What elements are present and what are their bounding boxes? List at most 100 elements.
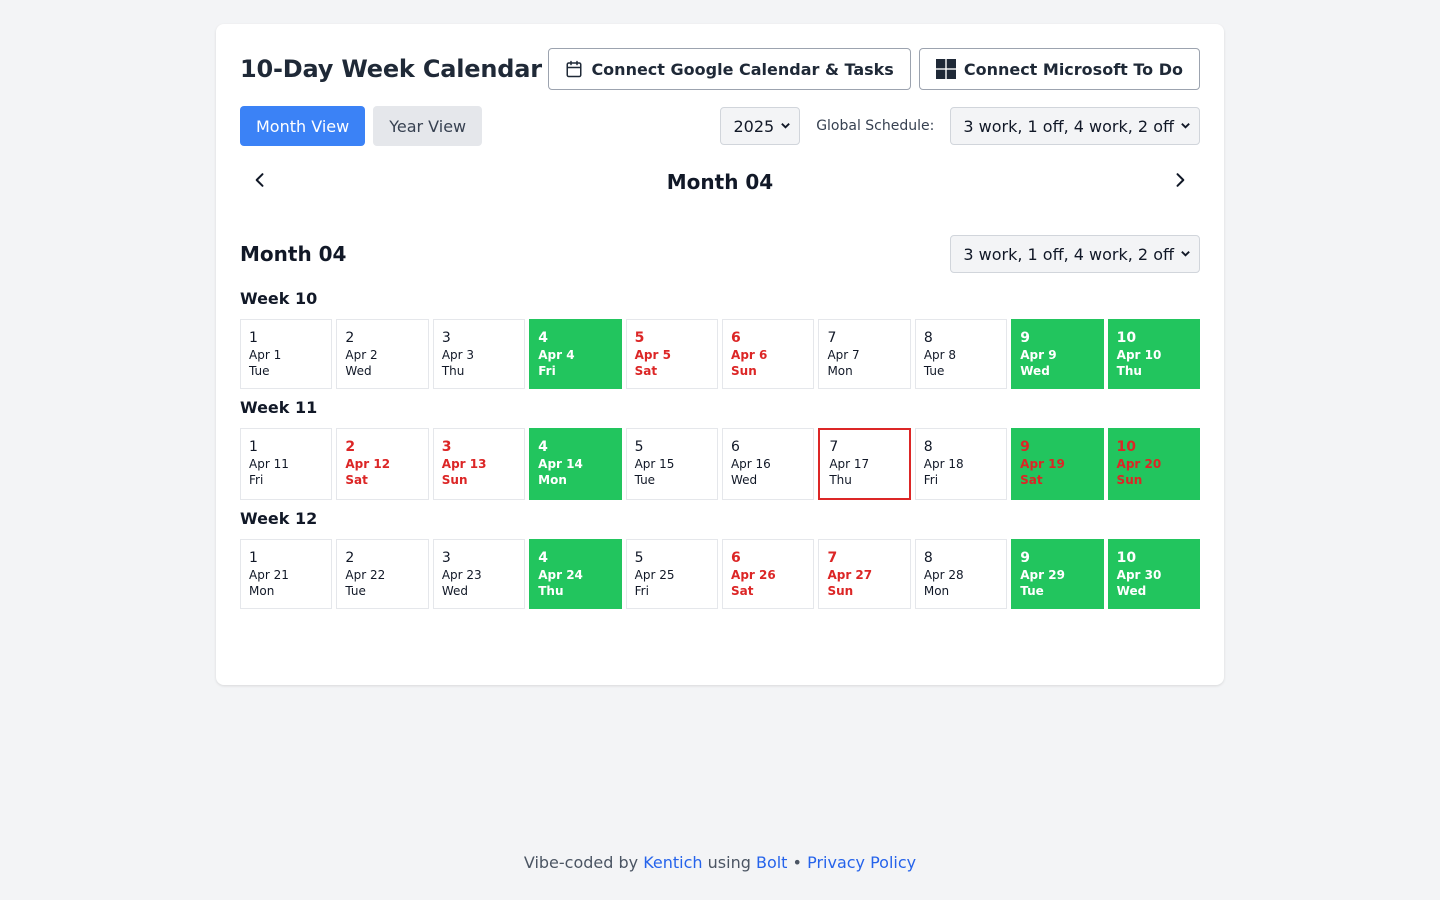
day-date: Apr 22 [345, 568, 386, 582]
connect-microsoft-button[interactable]: Connect Microsoft To Do [918, 48, 1200, 90]
day-cell[interactable]: 10 Apr 30 Wed [1107, 539, 1201, 609]
week-title: Week 10 [240, 289, 318, 308]
day-date: Apr 1 [249, 348, 282, 362]
day-number: 5 [634, 439, 644, 455]
prev-month-button[interactable] [240, 164, 280, 200]
day-cell[interactable]: 1 Apr 11 Fri [240, 428, 333, 500]
day-weekday: Thu [829, 473, 852, 487]
day-cell-today[interactable]: 7 Apr 17 Thu [818, 428, 911, 500]
day-number: 1 [249, 439, 258, 455]
day-weekday: Tue [923, 364, 945, 378]
day-cell[interactable]: 2 Apr 12 Sat [336, 428, 429, 500]
day-number: 6 [731, 330, 741, 346]
day-date: Apr 20 [1116, 457, 1162, 471]
day-number: 10 [1116, 330, 1137, 346]
day-number: 9 [1020, 439, 1030, 455]
week-title: Week 12 [240, 509, 318, 528]
day-cell[interactable]: 5 Apr 5 Sat [625, 319, 719, 389]
footer-separator: • [792, 853, 802, 872]
day-date: Apr 9 [1020, 348, 1057, 362]
day-number: 9 [1020, 330, 1030, 346]
day-date: Apr 26 [731, 568, 776, 582]
global-schedule-value: 3 work, 1 off, 4 work, 2 off [963, 116, 1174, 136]
day-cell[interactable]: 9 Apr 9 Wed [1011, 319, 1104, 389]
tab-year-view[interactable]: Year View [373, 106, 483, 146]
day-number: 2 [345, 439, 356, 455]
day-weekday: Sat [731, 584, 754, 598]
next-month-button[interactable] [1160, 164, 1200, 200]
day-cell[interactable]: 8 Apr 18 Fri [914, 428, 1008, 500]
day-cell[interactable]: 1 Apr 21 Mon [240, 539, 333, 609]
author-link[interactable]: Kentich [643, 853, 703, 872]
day-cell[interactable]: 5 Apr 25 Fri [625, 539, 719, 609]
day-cell[interactable]: 4 Apr 14 Mon [529, 428, 622, 500]
day-number: 7 [829, 439, 839, 455]
day-weekday: Sun [827, 584, 854, 598]
connect-google-button[interactable]: Connect Google Calendar & Tasks [548, 48, 911, 90]
day-cell[interactable]: 4 Apr 4 Fri [529, 319, 622, 389]
footer-using: using [707, 853, 751, 872]
week-section: Week 11 1 Apr 11 Fri 2 Apr 12 Sat 3 Apr 13 Sun 4 Ap… [240, 399, 1200, 500]
day-number: 3 [441, 330, 451, 346]
week-days-row: 1 Apr 1 Tue 2 Apr 2 Wed 3 Apr 3 Thu 4 Apr 4 Fri 5 Apr… [240, 319, 1201, 389]
global-schedule-select[interactable]: 3 work, 1 off, 4 work, 2 off [950, 107, 1200, 145]
footer: Vibe-coded by Kentich using Bolt • Priva… [0, 853, 1440, 872]
day-date: Apr 14 [538, 457, 583, 471]
day-weekday: Mon [827, 364, 853, 378]
month-schedule-value: 3 work, 1 off, 4 work, 2 off [963, 244, 1174, 264]
chevron-down-icon [1180, 248, 1191, 261]
bolt-link[interactable]: Bolt [755, 853, 788, 872]
view-tabs: Month View Year View [240, 106, 483, 146]
day-date: Apr 8 [923, 348, 957, 362]
day-cell[interactable]: 6 Apr 6 Sun [722, 319, 815, 389]
day-date: Apr 3 [441, 348, 475, 362]
footer-prefix: Vibe-coded by [523, 853, 639, 872]
day-date: Apr 12 [345, 457, 391, 471]
day-date: Apr 29 [1020, 568, 1065, 582]
connect-buttons: Connect Google Calendar & Tasks Connect … [548, 48, 1200, 90]
day-number: 9 [1020, 550, 1030, 566]
year-select[interactable]: 2025 [720, 107, 801, 145]
day-cell[interactable]: 9 Apr 29 Tue [1011, 539, 1104, 609]
day-date: Apr 13 [441, 457, 487, 471]
controls: Month View Year View 2025 Global Schedul… [240, 106, 1200, 146]
day-cell[interactable]: 2 Apr 22 Tue [336, 539, 429, 609]
day-cell[interactable]: 10 Apr 10 Thu [1107, 319, 1201, 389]
day-weekday: Wed [730, 473, 758, 487]
day-date: Apr 18 [923, 457, 964, 471]
month-schedule-select[interactable]: 3 work, 1 off, 4 work, 2 off [950, 235, 1200, 273]
global-schedule-label: Global Schedule: [816, 118, 935, 134]
day-cell[interactable]: 3 Apr 3 Thu [432, 319, 526, 389]
day-cell[interactable]: 7 Apr 7 Mon [818, 319, 911, 389]
day-weekday: Sat [345, 473, 368, 487]
day-cell[interactable]: 6 Apr 16 Wed [721, 428, 815, 500]
day-number: 6 [730, 439, 740, 455]
day-cell[interactable]: 8 Apr 28 Mon [914, 539, 1008, 609]
day-weekday: Sat [1020, 473, 1043, 487]
day-cell[interactable]: 5 Apr 15 Tue [625, 428, 718, 500]
day-cell[interactable]: 4 Apr 24 Thu [529, 539, 622, 609]
day-cell[interactable]: 2 Apr 2 Wed [336, 319, 429, 389]
day-weekday: Sun [731, 364, 757, 378]
day-cell[interactable]: 9 Apr 19 Sat [1011, 428, 1104, 500]
day-cell[interactable]: 3 Apr 23 Wed [432, 539, 526, 609]
day-number: 8 [923, 439, 933, 455]
day-cell[interactable]: 1 Apr 1 Tue [240, 319, 333, 389]
day-weekday: Fri [923, 473, 939, 487]
privacy-policy-link[interactable]: Privacy Policy [807, 853, 917, 872]
day-weekday: Fri [538, 364, 556, 378]
day-date: Apr 24 [538, 568, 583, 582]
day-cell[interactable]: 7 Apr 27 Sun [818, 539, 911, 609]
tab-month-view[interactable]: Month View [240, 106, 366, 146]
day-weekday: Sat [634, 364, 658, 378]
day-number: 3 [441, 439, 452, 455]
week-days-row: 1 Apr 11 Fri 2 Apr 12 Sat 3 Apr 13 Sun 4 Apr 14 Mon… [240, 428, 1200, 500]
calendar-icon [565, 60, 583, 78]
day-cell[interactable]: 3 Apr 13 Sun [432, 428, 526, 500]
day-cell[interactable]: 10 Apr 20 Sun [1107, 428, 1200, 500]
day-weekday: Fri [249, 473, 264, 487]
day-number: 7 [827, 330, 837, 346]
day-cell[interactable]: 6 Apr 26 Sat [722, 539, 815, 609]
day-weekday: Tue [634, 473, 656, 487]
day-cell[interactable]: 8 Apr 8 Tue [914, 319, 1008, 389]
